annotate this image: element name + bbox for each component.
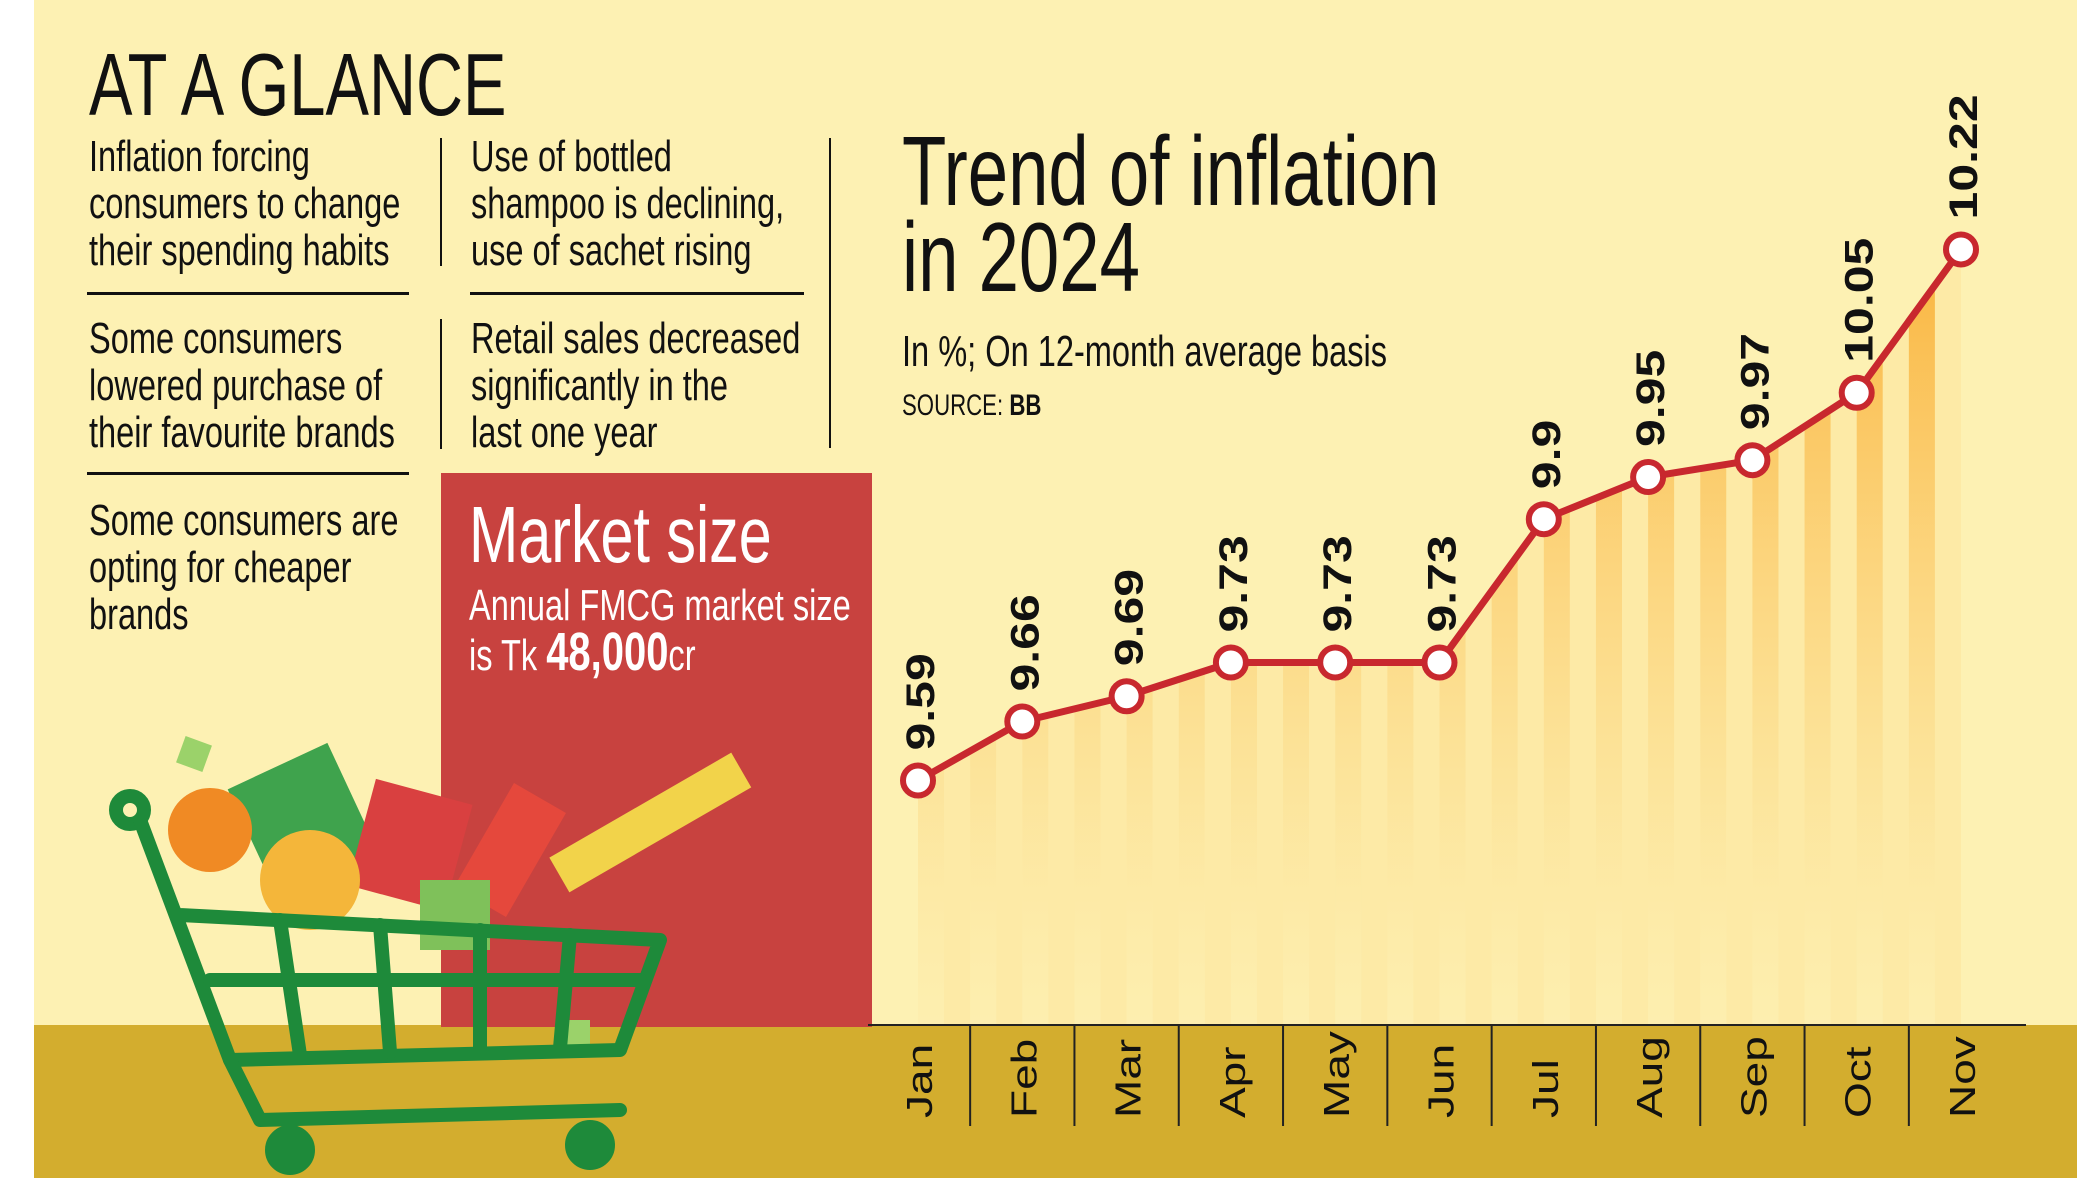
chart-title-line: Trend of inflation (902, 116, 1440, 226)
source-value: BB (1009, 389, 1042, 422)
bullet-line: shampoo is declining, (471, 179, 785, 228)
shopping-cart-illustration (109, 736, 752, 1175)
at-a-glance-title: AT A GLANCE (89, 35, 507, 134)
chart-source: SOURCE: BB (902, 390, 1041, 422)
bullet-line: Retail sales decreased (471, 314, 801, 363)
divider (87, 472, 409, 475)
bullet-shampoo: Use of bottled shampoo is declining, use… (471, 133, 784, 274)
bullet-line: Some consumers are (89, 496, 399, 545)
divider (87, 292, 409, 295)
market-prefix: is Tk (469, 631, 547, 680)
bullet-line: Inflation forcing (89, 132, 310, 181)
market-size-text: Annual FMCG market size is Tk 48,000cr (469, 581, 851, 680)
bullet-line: opting for cheaper (89, 543, 352, 592)
bullet-line: last one year (471, 408, 658, 457)
groceries-icon (168, 736, 752, 1050)
bullet-line: lowered purchase of (89, 361, 383, 410)
market-line: Annual FMCG market size (469, 581, 851, 630)
chart-subtitle: In %; On 12-month average basis (902, 327, 1388, 376)
bullet-cheaper-brands: Some consumers are opting for cheaper br… (89, 497, 398, 638)
cart-icon (109, 789, 667, 1175)
bullet-line: use of sachet rising (471, 226, 752, 275)
divider (440, 319, 442, 449)
bullet-line: consumers to change (89, 179, 401, 228)
bullet-line: Some consumers (89, 314, 343, 363)
divider (829, 138, 831, 448)
bullet-spending-habits: Inflation forcing consumers to change th… (89, 133, 400, 274)
bullet-retail-sales: Retail sales decreased significantly in … (471, 315, 800, 456)
market-unit: cr (668, 631, 696, 680)
bullet-line: Use of bottled (471, 132, 672, 181)
chart-title-line: in 2024 (902, 202, 1140, 312)
market-value: 48,000 (546, 622, 669, 682)
bullet-line: their favourite brands (89, 408, 395, 457)
market-line: is Tk 48,000cr (469, 625, 851, 680)
bullet-line: their spending habits (89, 226, 390, 275)
bullet-favourite-brands: Some consumers lowered purchase of their… (89, 315, 395, 456)
market-size-box: Market size Annual FMCG market size is T… (441, 473, 872, 1027)
source-label: SOURCE: (902, 389, 1010, 422)
bullet-line: significantly in the (471, 361, 728, 410)
divider (470, 292, 804, 295)
bullet-line: brands (89, 590, 189, 639)
market-size-title: Market size (469, 490, 772, 579)
chart-title: Trend of inflation in 2024 (902, 116, 1440, 312)
divider (440, 138, 442, 266)
